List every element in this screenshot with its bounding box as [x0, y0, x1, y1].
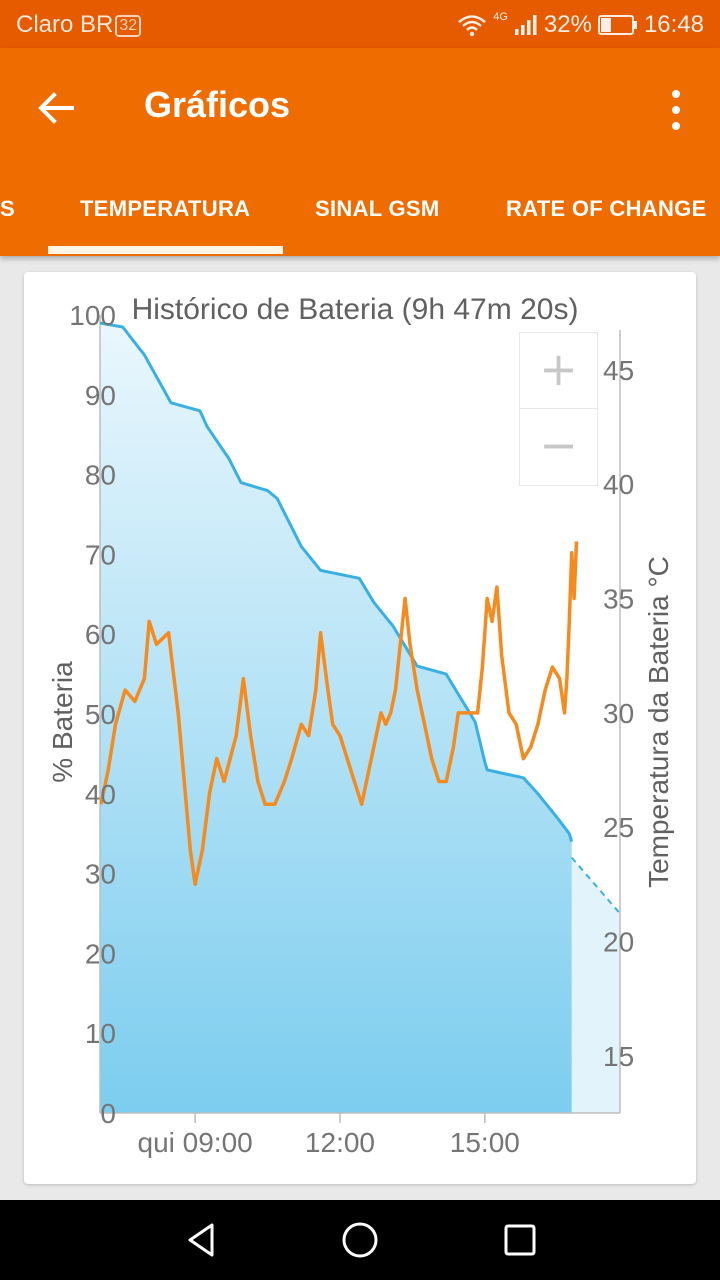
signal-icon [514, 15, 537, 35]
zoom-in-button[interactable]: + [539, 342, 578, 396]
arrow-back-icon[interactable] [30, 82, 82, 134]
tab-sinal-gsm[interactable]: SINAL GSM [315, 196, 440, 221]
y-left-tick-label: 50 [85, 699, 116, 730]
y-right-tick-label: 40 [603, 469, 634, 500]
y-left-tick-label: 40 [85, 779, 116, 810]
battery-history-chart[interactable]: 0 10 20 30 40 50 60 70 80 90 100 15 20 25 30 35 40 45 qui … [0, 0, 720, 1200]
tab-previous[interactable]: S [0, 196, 15, 221]
y-left-tick-label: 20 [85, 938, 116, 969]
y-left-axis-title: % Bateria [47, 661, 78, 783]
battery-percent: 32% [543, 11, 592, 38]
more-vert-icon[interactable] [660, 84, 692, 136]
chart-title: Histórico de Bateria (9h 47m 20s) [132, 293, 579, 326]
network-type: 4G [493, 11, 508, 23]
app-bar: Gráficos S TEMPERATURA SINAL GSM RATE OF… [0, 48, 720, 256]
page-title: Gráficos [144, 84, 291, 125]
y-right-tick-label: 15 [603, 1041, 634, 1072]
active-tab-indicator [48, 246, 283, 254]
battery-projection-line [570, 856, 621, 915]
navigation-bar [0, 1200, 720, 1280]
battery-area [100, 323, 572, 1113]
battery-icon [597, 15, 637, 35]
wifi-icon [458, 15, 487, 37]
zoom-out-button[interactable]: − [539, 418, 578, 472]
zoom-controls: + − [519, 332, 598, 486]
y-left-tick-label: 90 [85, 380, 116, 411]
carrier-name: Claro BR 32 [16, 11, 142, 39]
y-left-tick-label: 100 [69, 300, 116, 331]
status-icons: 4G 32% 16:48 [457, 11, 704, 39]
y-left-tick-label: 60 [85, 619, 116, 650]
y-right-tick-label: 30 [603, 698, 634, 729]
battery-line [100, 321, 574, 843]
y-left-tick-label: 10 [85, 1018, 116, 1049]
x-tick-label: 15:00 [450, 1127, 520, 1158]
tab-temperatura[interactable]: TEMPERATURA [80, 196, 251, 221]
y-right-tick-label: 25 [603, 812, 634, 843]
y-left-tick-label: 30 [85, 859, 116, 890]
notification-badge: 32 [115, 15, 142, 37]
tab-rate-of-change[interactable]: RATE OF CHANGE [506, 196, 707, 221]
y-left-tick-label: 70 [85, 539, 116, 570]
temperature-line [100, 541, 579, 887]
y-right-tick-label: 35 [603, 584, 634, 615]
zoom-divider [520, 408, 597, 409]
y-right-tick-label: 45 [603, 355, 634, 386]
y-left-tick-label: 0 [100, 1098, 116, 1129]
y-left-tick-label: 80 [85, 460, 116, 491]
y-right-axis-title: Temperatura da Bateria °C [643, 556, 674, 888]
status-bar: Claro BR 32 4G 32% 16:48 [0, 0, 720, 48]
x-tick-label: 12:00 [305, 1127, 375, 1158]
nav-back-icon[interactable] [182, 1220, 222, 1260]
battery-projection-area [571, 857, 620, 1113]
clock: 16:48 [643, 11, 704, 38]
x-tick-label: qui 09:00 [138, 1127, 253, 1158]
nav-home-icon[interactable] [340, 1220, 380, 1260]
nav-recents-icon[interactable] [500, 1220, 540, 1260]
y-right-tick-label: 20 [603, 927, 634, 958]
